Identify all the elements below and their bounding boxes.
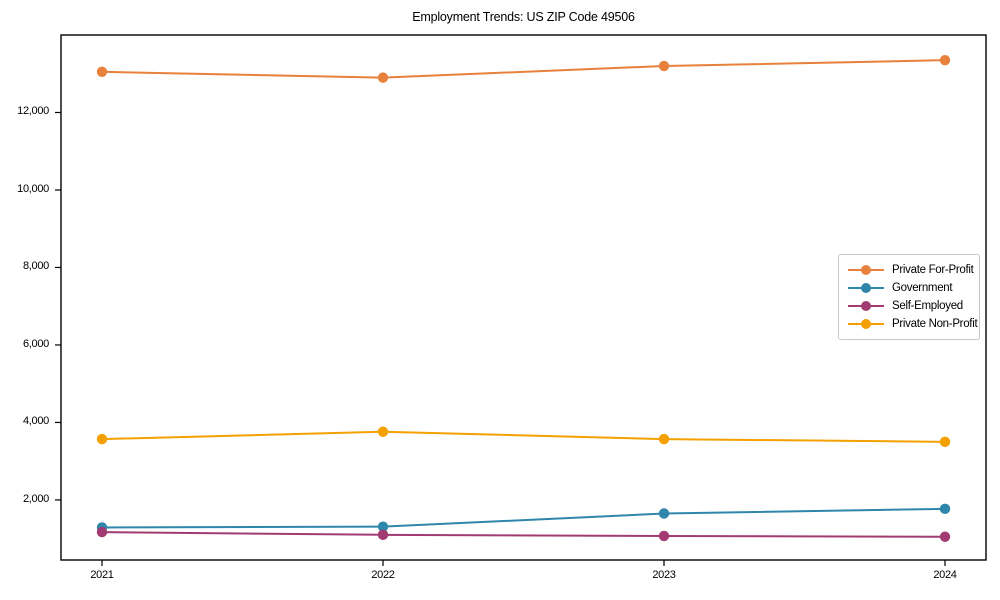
x-tick-label: 2021 [90, 569, 114, 581]
series-line [101, 59, 946, 79]
data-point-marker [96, 66, 108, 78]
data-point-marker [939, 436, 951, 448]
data-point-marker [658, 508, 670, 519]
legend-item: Private For-Profit [848, 262, 974, 278]
legend-label: Government [892, 282, 953, 294]
legend-line-marker-icon [848, 301, 884, 311]
data-point-marker [939, 503, 951, 515]
legend: Private For-Profit Government Self-Employe… [838, 254, 980, 340]
data-point-marker [658, 530, 670, 542]
data-point-marker [96, 526, 108, 538]
data-point-marker [658, 60, 670, 72]
legend-item: Self-Employed [848, 298, 970, 314]
y-tick-label: 4,000 [22, 415, 49, 428]
legend-item: Private Non-Profit [848, 316, 978, 332]
y-tick-label: 2,000 [22, 492, 49, 505]
y-tick-label: 10,000 [17, 182, 49, 195]
x-tick-label: 2024 [933, 569, 957, 581]
legend-line-marker-icon [848, 319, 884, 329]
legend-line-marker-icon [848, 265, 884, 275]
axes-border [60, 34, 987, 561]
data-point-marker [377, 72, 389, 83]
x-tick-label: 2022 [371, 569, 395, 581]
data-point-marker [96, 433, 108, 445]
legend-label: Private Non-Profit [892, 318, 978, 330]
y-tick-label: 12,000 [17, 105, 49, 118]
legend-item: Government [848, 280, 970, 296]
series-line [101, 430, 946, 443]
y-tick-label: 6,000 [22, 337, 49, 350]
legend-label: Private For-Profit [892, 264, 974, 276]
chart-title: Employment Trends: US ZIP Code 49506 [412, 10, 635, 24]
x-tick-label: 2023 [652, 569, 676, 581]
data-point-marker [377, 521, 389, 532]
y-tick-label: 8,000 [22, 260, 49, 273]
legend-line-marker-icon [848, 283, 884, 293]
data-point-marker [658, 433, 670, 445]
data-point-marker [377, 529, 389, 541]
data-point-marker [377, 426, 389, 437]
data-point-marker [939, 531, 951, 542]
legend-label: Self-Employed [892, 300, 963, 312]
series-line [101, 531, 946, 538]
data-point-marker [939, 54, 951, 66]
series-line [101, 507, 946, 529]
